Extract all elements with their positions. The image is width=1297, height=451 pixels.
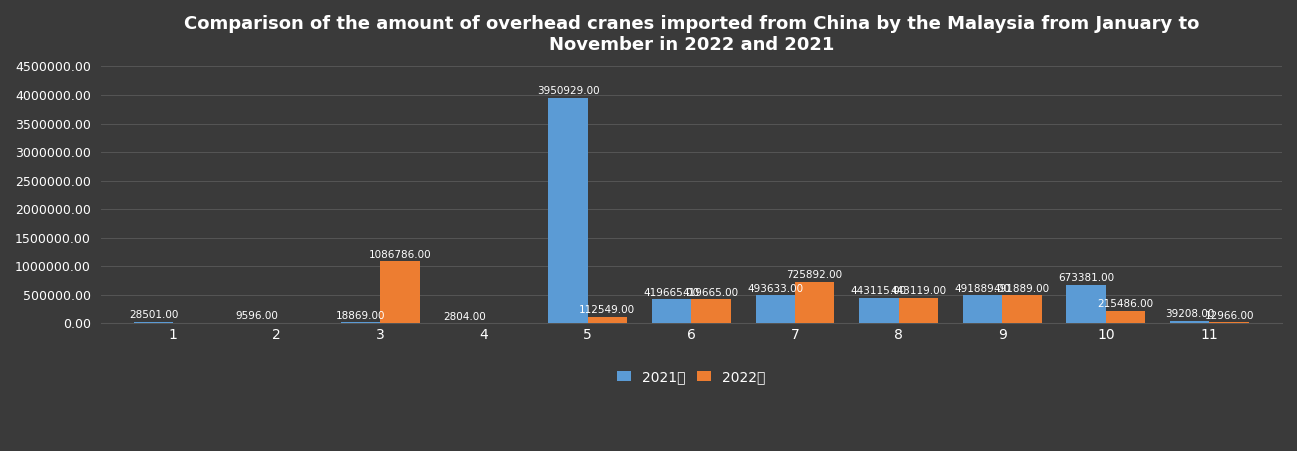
Text: 491889.00: 491889.00	[994, 284, 1051, 294]
Text: 493633.00: 493633.00	[747, 284, 803, 294]
Text: 112549.00: 112549.00	[580, 305, 636, 315]
Bar	[859, 298, 899, 323]
Text: 491889.00: 491889.00	[955, 284, 1010, 294]
Legend: 2021年, 2022年: 2021年, 2022年	[613, 366, 769, 388]
Bar	[899, 298, 938, 323]
Text: 725892.00: 725892.00	[786, 270, 843, 281]
Bar	[652, 299, 691, 323]
Bar	[380, 261, 420, 323]
Bar	[134, 322, 173, 323]
Bar	[1170, 321, 1210, 323]
Text: 419665.00: 419665.00	[643, 288, 699, 298]
Bar	[588, 317, 626, 323]
Text: 39208.00: 39208.00	[1165, 309, 1214, 319]
Bar	[962, 295, 1003, 323]
Text: 1086786.00: 1086786.00	[368, 250, 432, 260]
Bar	[1003, 295, 1041, 323]
Text: 673381.00: 673381.00	[1058, 273, 1114, 283]
Text: 443119.00: 443119.00	[890, 286, 947, 296]
Text: 2804.00: 2804.00	[444, 312, 485, 322]
Title: Comparison of the amount of overhead cranes imported from China by the Malaysia : Comparison of the amount of overhead cra…	[184, 15, 1198, 54]
Bar	[1210, 322, 1249, 323]
Bar	[691, 299, 730, 323]
Text: 3950929.00: 3950929.00	[537, 86, 599, 97]
Text: 28501.00: 28501.00	[128, 310, 178, 320]
Text: 18869.00: 18869.00	[336, 311, 385, 321]
Bar	[756, 295, 795, 323]
Text: 215486.00: 215486.00	[1097, 299, 1153, 309]
Bar	[341, 322, 380, 323]
Bar	[237, 322, 276, 323]
Bar	[1106, 311, 1145, 323]
Bar	[795, 282, 834, 323]
Text: 443115.00: 443115.00	[851, 286, 907, 296]
Text: 419665.00: 419665.00	[684, 288, 739, 298]
Text: 9596.00: 9596.00	[236, 311, 279, 321]
Text: 12966.00: 12966.00	[1205, 311, 1254, 321]
Bar	[1066, 285, 1106, 323]
Bar	[549, 98, 588, 323]
